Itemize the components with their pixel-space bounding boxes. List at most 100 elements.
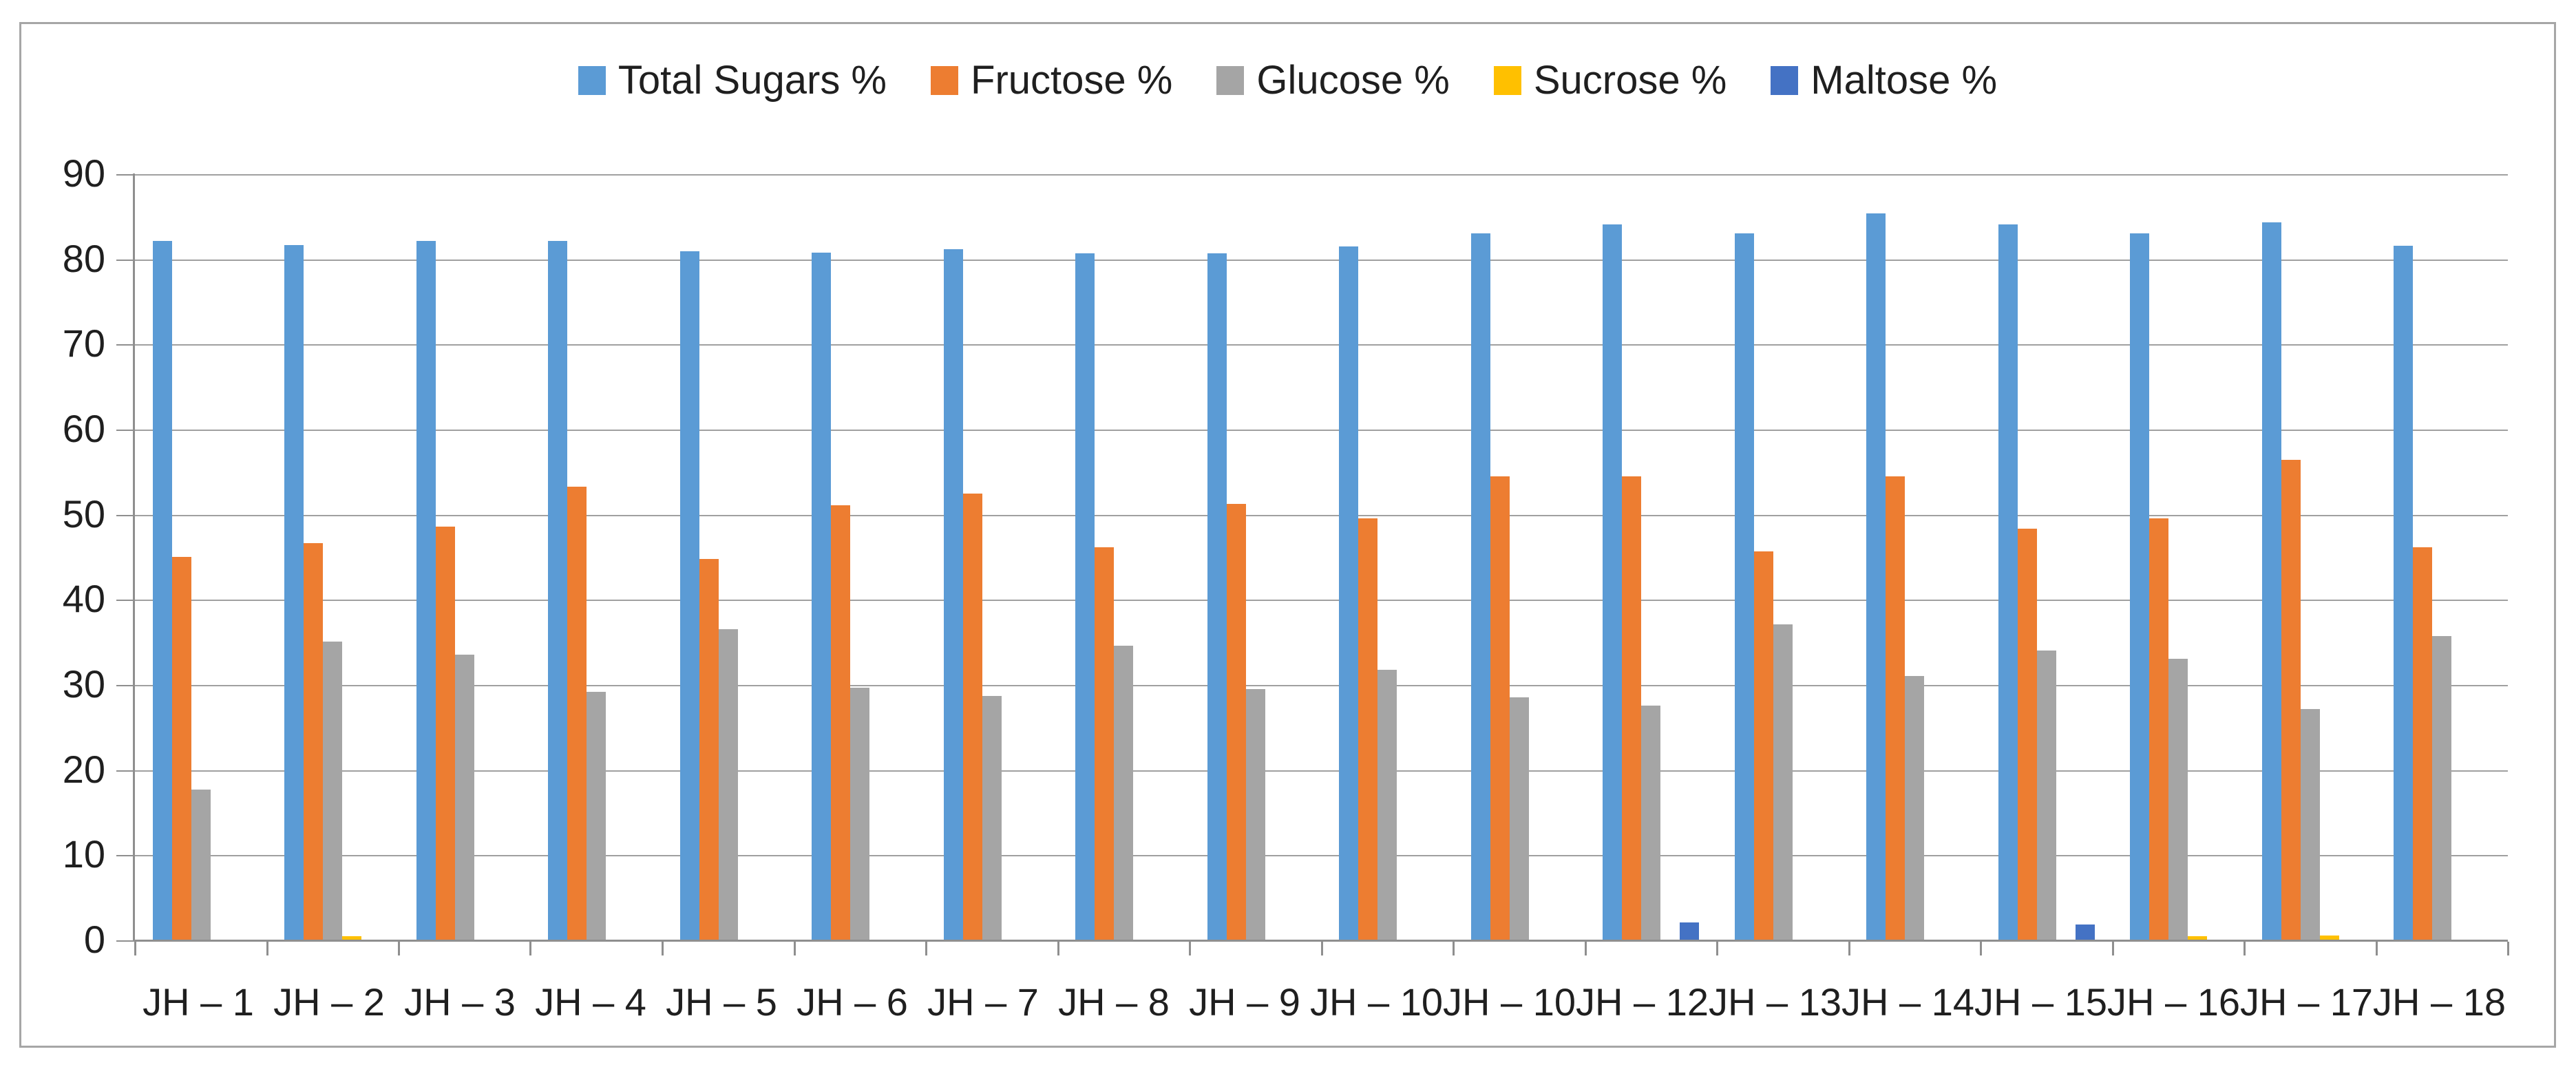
legend-item-glucose: Glucose % xyxy=(1216,58,1450,103)
x-axis-label-9: JH – 9 xyxy=(1189,980,1300,1024)
bar-fructose-jh-4-4 xyxy=(567,487,587,940)
bar-total-sugars-jh-15-15 xyxy=(1998,224,2018,940)
y-tick-40 xyxy=(116,600,133,602)
x-tick xyxy=(1057,942,1059,955)
bar-glucose-jh-17-17 xyxy=(2300,708,2320,940)
x-axis-label-15: JH – 15 xyxy=(1974,980,2107,1024)
gridline-90 xyxy=(135,174,2508,176)
bar-total-sugars-jh-16-16 xyxy=(2130,233,2150,940)
bar-group-jh-8-8 xyxy=(1058,173,1190,940)
y-axis-label: 20 xyxy=(62,747,105,791)
y-tick-20 xyxy=(116,770,133,772)
x-axis-label-1: JH – 1 xyxy=(142,980,254,1024)
y-axis-label: 30 xyxy=(62,662,105,706)
bar-group-jh-13-13 xyxy=(1717,173,1849,940)
x-axis-label-11: JH – 10 xyxy=(1443,980,1576,1024)
x-axis-label-14: JH – 14 xyxy=(1841,980,1974,1024)
bar-glucose-jh-14-14 xyxy=(1905,675,1925,940)
x-tick xyxy=(1584,942,1587,955)
x-tick xyxy=(1189,942,1191,955)
bar-fructose-jh-13-13 xyxy=(1753,551,1773,940)
plot-area xyxy=(116,173,2509,955)
x-axis-label-3: JH – 3 xyxy=(404,980,516,1024)
x-tick xyxy=(266,942,268,955)
y-axis-label: 90 xyxy=(62,151,105,195)
legend-swatch-sucrose-icon xyxy=(1493,66,1521,95)
bar-glucose-jh-16-16 xyxy=(2168,658,2188,940)
legend-item-sucrose: Sucrose % xyxy=(1493,58,1727,103)
x-axis-label-10: JH – 10 xyxy=(1310,980,1443,1024)
x-tick xyxy=(925,942,927,955)
x-tick xyxy=(134,942,136,955)
x-tick xyxy=(662,942,664,955)
bar-glucose-jh-7-7 xyxy=(982,696,1002,940)
bar-glucose-jh-15-15 xyxy=(2036,650,2056,940)
y-axis-label: 80 xyxy=(62,236,105,280)
y-axis-label: 70 xyxy=(62,321,105,366)
bar-group-jh-17-17 xyxy=(2244,173,2376,940)
bar-sucrose-jh-16-16 xyxy=(2188,936,2208,940)
x-tick xyxy=(398,942,400,955)
bar-group-jh-14-14 xyxy=(1849,173,1981,940)
y-axis-label: 60 xyxy=(62,407,105,450)
x-axis-label-6: JH – 6 xyxy=(796,980,908,1024)
bar-total-sugars-jh-17-17 xyxy=(2261,222,2281,940)
bar-glucose-jh-6-6 xyxy=(850,687,870,940)
bar-total-sugars-jh-12-12 xyxy=(1603,224,1623,940)
bar-fructose-jh-2-2 xyxy=(304,542,324,940)
bar-group-jh-9-9 xyxy=(1190,173,1322,940)
bar-fructose-jh-3-3 xyxy=(435,527,455,940)
x-tick xyxy=(1848,942,1850,955)
bar-glucose-jh-8-8 xyxy=(1114,646,1134,940)
gridline-30 xyxy=(135,685,2508,686)
x-tick xyxy=(1980,942,1982,955)
y-tick-70 xyxy=(116,344,133,346)
y-axis-labels: 0 10 20 30 40 50 60 70 80 90 xyxy=(21,154,105,959)
bar-group-jh-10-10 xyxy=(1322,173,1454,940)
legend-item-fructose: Fructose % xyxy=(931,61,1172,101)
legend-swatch-total-sugars-icon xyxy=(578,66,606,95)
y-tick-60 xyxy=(116,430,133,431)
x-axis-label-18: JH – 18 xyxy=(2373,980,2506,1024)
bar-total-sugars-jh-1-1 xyxy=(152,240,172,940)
bar-fructose-jh-14-14 xyxy=(1886,476,1905,940)
bar-total-sugars-jh-9-9 xyxy=(1207,253,1227,940)
x-axis-labels: JH – 1 JH – 2 JH – 3 JH – 4 JH – 5 JH – 6 JH –… xyxy=(133,981,2506,1024)
bar-fructose-jh-9-9 xyxy=(1226,503,1246,940)
x-tick xyxy=(1320,942,1323,955)
x-tick xyxy=(529,942,532,955)
bar-fructose-jh-16-16 xyxy=(2149,518,2169,940)
x-axis-label-13: JH – 13 xyxy=(1709,980,1841,1024)
y-tick-50 xyxy=(116,514,133,516)
bar-sucrose-jh-17-17 xyxy=(2319,935,2339,940)
gridline-70 xyxy=(135,344,2508,346)
chart-frame: Total Sugars % Fructose % Glucose % Sucrose… xyxy=(19,22,2556,1048)
bar-group-jh-1-1 xyxy=(135,173,267,940)
x-tick xyxy=(2507,942,2509,955)
y-tick-80 xyxy=(116,259,133,261)
legend-label: Total Sugars % xyxy=(617,58,887,103)
bar-fructose-jh-12-12 xyxy=(1622,476,1642,940)
bar-group-jh-5-5 xyxy=(662,173,794,940)
bar-group-jh-18-18 xyxy=(2376,173,2509,940)
x-tick xyxy=(793,942,796,955)
x-tick xyxy=(2244,942,2246,955)
y-axis-label: 0 xyxy=(83,918,105,961)
bar-fructose-jh-7-7 xyxy=(962,494,982,940)
x-tick xyxy=(1453,942,1455,955)
legend-label: Sucrose % xyxy=(1533,58,1727,103)
bar-total-sugars-jh-10-11 xyxy=(1470,233,1490,940)
x-axis-label-2: JH – 2 xyxy=(273,980,385,1024)
y-tick-0 xyxy=(116,940,133,942)
x-axis-label-16: JH – 16 xyxy=(2107,980,2240,1024)
legend-label: Glucose % xyxy=(1256,58,1450,103)
legend-swatch-maltose-icon xyxy=(1771,66,1799,95)
legend-item-maltose: Maltose % xyxy=(1771,61,1997,101)
bar-group-jh-16-16 xyxy=(2113,173,2245,940)
bar-glucose-jh-13-13 xyxy=(1773,624,1793,940)
bar-group-jh-6-6 xyxy=(794,173,927,940)
gridline-80 xyxy=(135,259,2508,261)
bar-fructose-jh-18-18 xyxy=(2413,547,2433,940)
bar-fructose-jh-15-15 xyxy=(2017,528,2037,940)
bar-total-sugars-jh-3-3 xyxy=(416,240,436,940)
